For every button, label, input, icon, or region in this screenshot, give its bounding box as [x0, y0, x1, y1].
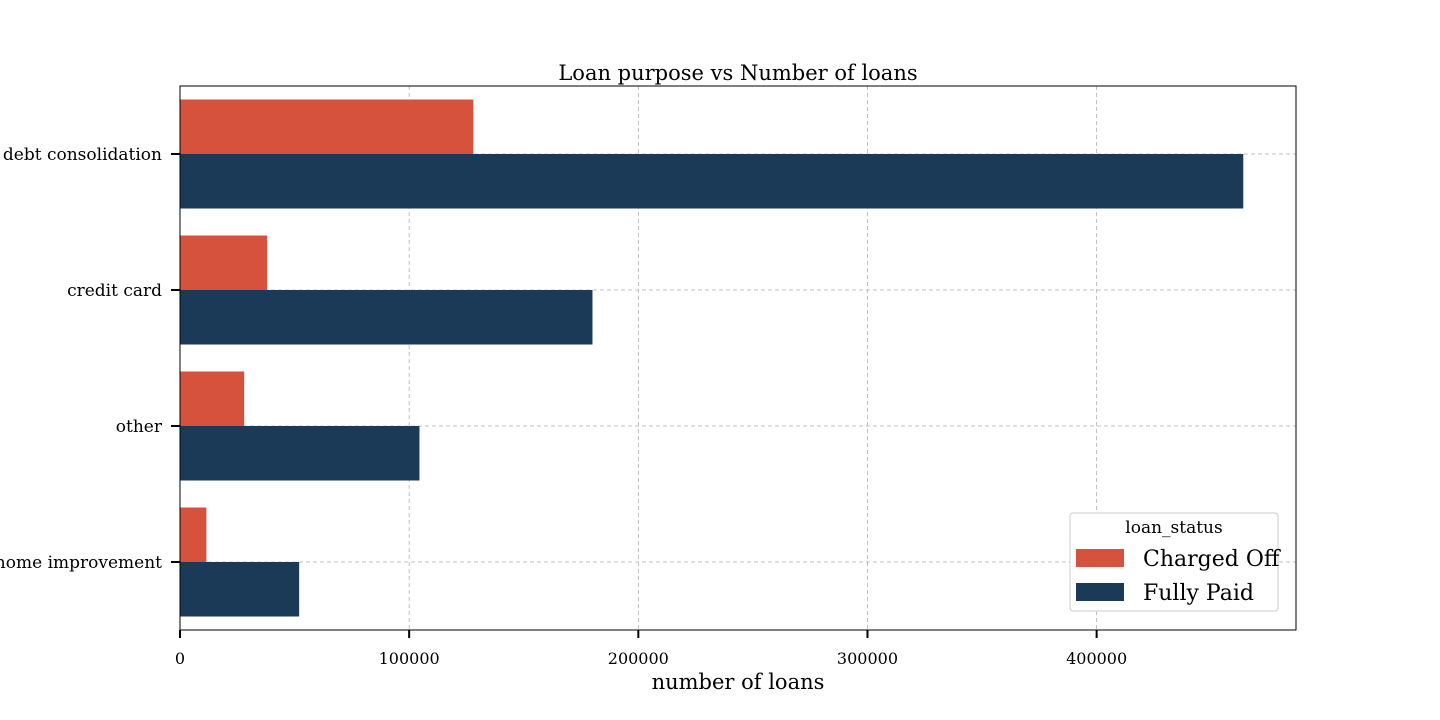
- x-tick-label-2: 200000: [608, 649, 669, 668]
- bar-charged-off-3: [180, 507, 207, 562]
- x-tick-label-3: 300000: [837, 649, 898, 668]
- bars-layer: [180, 99, 1244, 617]
- legend-label-0: Charged Off: [1143, 547, 1281, 572]
- bar-fully-paid-1: [180, 290, 593, 345]
- y-tick-label-2: other: [116, 417, 163, 437]
- x-tick-label-0: 0: [175, 649, 185, 668]
- x-tick-label-4: 400000: [1066, 649, 1127, 668]
- legend-title: loan_status: [1125, 518, 1222, 538]
- bar-charged-off-1: [180, 235, 268, 290]
- legend-items: Charged Off Fully Paid: [1076, 547, 1281, 606]
- y-tick-label-3: home improvement: [0, 553, 162, 573]
- x-tick-label-1: 100000: [379, 649, 440, 668]
- legend-swatch-0: [1076, 549, 1124, 567]
- y-tick-label-0: debt consolidation: [3, 145, 162, 165]
- x-axis-label: number of loans: [652, 670, 825, 694]
- bar-fully-paid-2: [180, 426, 420, 481]
- y-tick-label-1: credit card: [67, 281, 162, 301]
- chart-title: Loan purpose vs Number of loans: [558, 61, 917, 85]
- bar-charged-off-2: [180, 371, 245, 426]
- bar-charged-off-0: [180, 99, 474, 154]
- plot-frame: [179, 85, 1297, 631]
- legend: loan_status Charged Off Fully Paid: [1069, 512, 1281, 612]
- axis-layer: debt consolidation credit card other home i…: [0, 145, 1127, 668]
- bar-fully-paid-0: [180, 154, 1244, 209]
- legend-label-1: Fully Paid: [1143, 581, 1254, 606]
- bar-fully-paid-3: [180, 562, 300, 617]
- legend-swatch-1: [1076, 583, 1124, 601]
